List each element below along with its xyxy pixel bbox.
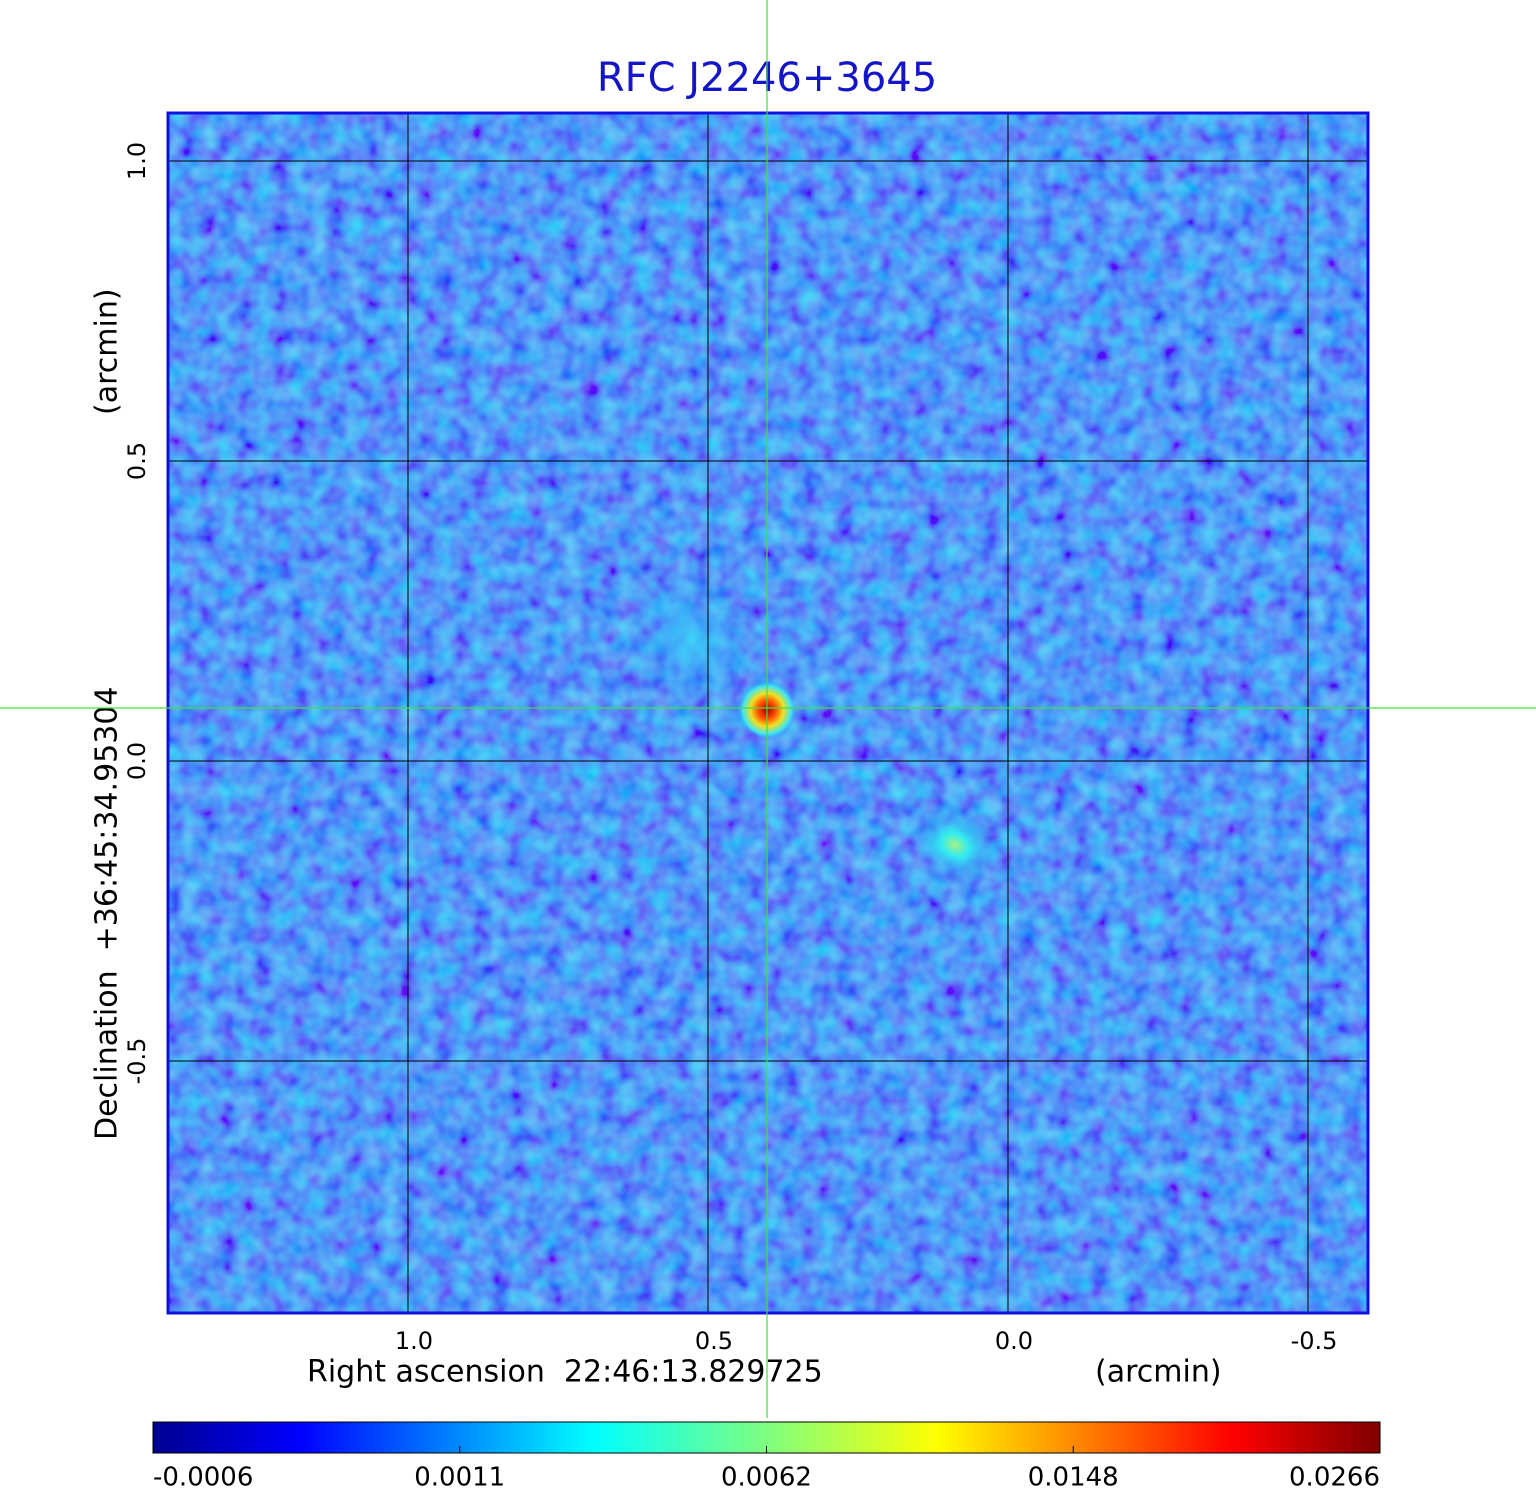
y-axis-unit: (arcmin): [90, 288, 125, 415]
diffuse-source: [626, 573, 754, 707]
x-tick-label: 1.0: [395, 1327, 433, 1355]
colorbar-tick-label: -0.0006: [153, 1463, 253, 1493]
colorbar-tick-label: 0.0062: [721, 1463, 812, 1493]
y-tick-label: -0.5: [123, 1038, 151, 1085]
colorbar-tick-label: 0.0148: [1028, 1463, 1119, 1493]
image: [168, 113, 1368, 1313]
colorbar-tick-label: 0.0266: [1289, 1463, 1380, 1493]
y-axis-label: Declination +36:45:34.95304: [90, 686, 125, 1140]
jet-knot: [909, 805, 1001, 885]
colorbar-tick-label: 0.0011: [414, 1463, 505, 1493]
y-tick-label: 1.0: [123, 142, 151, 180]
y-tick-label: 0.0: [123, 742, 151, 780]
plot-border: [166, 111, 1370, 1315]
x-tick-label: 0.5: [695, 1327, 733, 1355]
x-axis-unit: (arcmin): [1095, 1355, 1222, 1390]
x-tick-label: 0.0: [995, 1327, 1033, 1355]
x-axis-label: Right ascension 22:46:13.829725: [307, 1355, 823, 1390]
y-tick-label: 0.5: [123, 442, 151, 480]
x-tick-label: -0.5: [1291, 1327, 1338, 1355]
